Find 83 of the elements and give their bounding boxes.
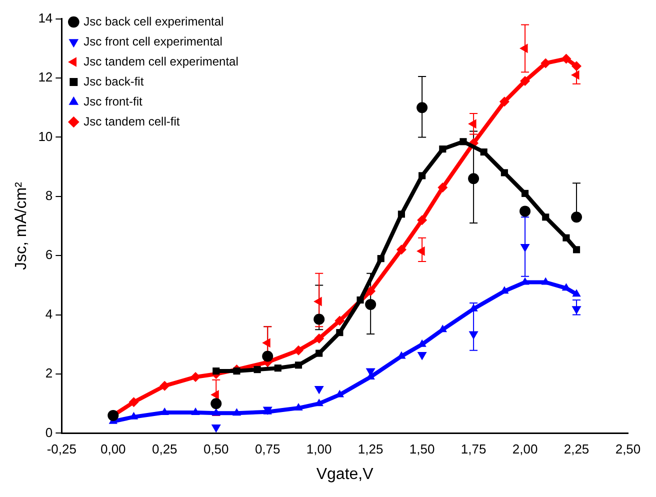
point: [128, 397, 139, 408]
point: [294, 362, 302, 369]
legend-label: Jsc back cell experimental: [84, 14, 224, 28]
point: [316, 350, 323, 357]
point: [210, 398, 222, 410]
point: [314, 296, 322, 306]
y-axis-title: Jsc, mA/cm²: [13, 181, 30, 270]
legend-label: Jsc back-fit: [84, 74, 144, 88]
point: [314, 398, 324, 406]
point: [254, 366, 261, 374]
point: [398, 210, 405, 218]
point: [191, 407, 200, 415]
point: [314, 314, 325, 325]
point: [233, 368, 240, 375]
legend-label: Jsc front cell experimental: [84, 34, 222, 48]
point: [334, 316, 345, 326]
y-tick-label: 14: [38, 10, 53, 26]
point: [416, 246, 425, 256]
point: [460, 138, 467, 146]
point: [336, 329, 344, 336]
point: [572, 246, 580, 254]
point: [262, 338, 270, 348]
point: [438, 182, 448, 193]
point: [562, 234, 570, 242]
point: [520, 244, 530, 252]
point: [540, 58, 551, 68]
point: [212, 408, 220, 416]
point: [520, 206, 531, 217]
point: [571, 212, 582, 223]
x-tick-label: 2,50: [615, 442, 641, 457]
x-tick-label: 1,25: [358, 442, 384, 457]
x-tick-label: 0,00: [100, 442, 126, 457]
point: [366, 286, 376, 296]
x-tick-label: 1,75: [460, 442, 486, 457]
x-tick-label: 0,75: [254, 442, 280, 457]
point: [520, 76, 530, 86]
y-tick-label: 0: [45, 424, 53, 440]
point: [294, 403, 303, 411]
y-tick-label: 10: [38, 128, 53, 144]
x-tick-label: 0,50: [203, 442, 229, 457]
point: [314, 333, 324, 344]
x-tick-label: 0,25: [152, 442, 178, 457]
point: [561, 54, 572, 64]
point: [500, 169, 508, 176]
point: [356, 296, 364, 304]
point: [210, 390, 219, 400]
point: [418, 172, 426, 180]
legend-label: Jsc front-fit: [84, 94, 143, 108]
point: [262, 350, 274, 362]
x-tick-label: -0,25: [46, 442, 76, 457]
point: [293, 345, 304, 356]
legend-label: Jsc tandem cell experimental: [84, 54, 238, 68]
x-tick-label: 2,00: [512, 442, 538, 457]
point: [521, 190, 529, 197]
y-tick-label: 8: [45, 188, 53, 203]
point: [365, 298, 376, 310]
point: [468, 173, 480, 184]
y-tick-label: 2: [45, 366, 53, 381]
x-tick-label: 2,25: [564, 442, 590, 457]
point: [212, 368, 220, 375]
y-tick-label: 12: [38, 70, 53, 85]
point: [480, 148, 488, 156]
point: [499, 96, 510, 107]
point: [377, 255, 384, 262]
point: [417, 215, 428, 226]
point: [439, 146, 446, 153]
point: [416, 102, 428, 114]
point: [571, 70, 580, 80]
x-axis-title: Vgate,V: [316, 466, 374, 483]
point: [396, 244, 406, 255]
point: [468, 119, 476, 129]
legend-label: Jsc tandem cell-fit: [84, 114, 180, 128]
point: [520, 44, 528, 54]
point: [274, 364, 282, 372]
point: [232, 408, 242, 416]
point: [572, 61, 582, 72]
point: [572, 289, 581, 297]
x-tick-label: 1,50: [409, 442, 435, 457]
y-tick-label: 6: [45, 247, 53, 262]
point: [542, 214, 550, 221]
point: [160, 380, 170, 391]
x-tick-label: 1,00: [306, 442, 332, 457]
y-tick-label: 4: [45, 306, 53, 322]
